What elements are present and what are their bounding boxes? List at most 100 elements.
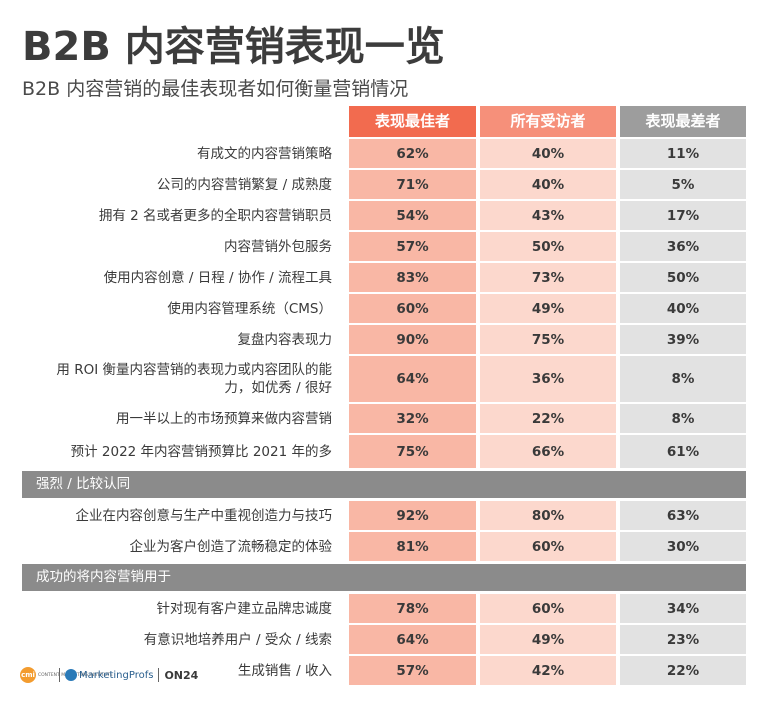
cell-value-worst: 23% [666, 631, 700, 648]
cell-value-all: 49% [531, 631, 565, 648]
row-separator [349, 230, 746, 232]
cell-value-best: 32% [396, 410, 429, 427]
marketingprofs-logo-text: MarketingProfs [79, 669, 154, 681]
cell-value-worst: 5% [671, 176, 695, 193]
row-label-text: 拥有 2 名或者更多的全职内容营销职员 [98, 207, 332, 224]
row-label: 针对现有客户建立品牌忠诚度 [30, 594, 333, 623]
column-header-all: 所有受访者 [480, 106, 616, 137]
cell-value-all: 49% [531, 300, 565, 317]
cell-value-best: 92% [396, 507, 429, 524]
column-background-best [349, 139, 476, 468]
cell-value-all: 73% [531, 269, 565, 286]
cell-value-worst: 36% [666, 238, 700, 255]
cell-value-best: 64% [396, 631, 429, 648]
column-header-best: 表现最佳者 [349, 106, 476, 137]
cell-value-best: 78% [396, 600, 429, 617]
cell-value-worst: 11% [666, 145, 700, 162]
row-separator [349, 623, 746, 625]
cell-value-best: 83% [396, 269, 429, 286]
column-background-all [480, 139, 616, 468]
row-label: 使用内容创意 / 日程 / 协作 / 流程工具 [30, 263, 332, 292]
cell-value-all: 40% [531, 145, 565, 162]
row-label: 使用内容管理系统（CMS） [30, 294, 332, 323]
cell-value-worst: 17% [666, 207, 700, 224]
column-background-all [480, 594, 616, 685]
row-label-text: 使用内容创意 / 日程 / 协作 / 流程工具 [103, 269, 332, 286]
cell-value-all: 60% [531, 600, 565, 617]
row-separator [349, 292, 746, 294]
cell-value-best: 57% [396, 238, 429, 255]
page-title: B2B 内容营销表现一览 [22, 24, 445, 70]
cell-value-best: 57% [396, 662, 429, 679]
row-separator [349, 168, 746, 170]
page-subtitle: B2B 内容营销的最佳表现者如何衡量营销情况 [22, 78, 409, 100]
cell-value-best: 60% [396, 300, 429, 317]
row-separator [349, 402, 746, 404]
cell-value-worst: 8% [671, 371, 695, 387]
row-label-text: 预计 2022 年内容营销预算比 2021 年的多 [70, 443, 332, 460]
row-separator [349, 261, 746, 263]
cell-value-best: 81% [396, 538, 429, 555]
cell-value-best: 90% [396, 331, 429, 348]
cell-value-best: 62% [396, 145, 429, 162]
row-separator [349, 433, 746, 435]
row-label-text: 内容营销外包服务 [224, 238, 332, 255]
cell-value-best: 75% [396, 443, 429, 460]
column-background-worst [620, 594, 746, 685]
cell-value-all: 40% [531, 176, 565, 193]
logo-divider [158, 668, 160, 682]
row-separator [349, 323, 746, 325]
section-heading: 强烈 / 比较认同 [22, 471, 746, 498]
logo-divider [59, 668, 60, 682]
column-background-worst [620, 139, 746, 468]
row-separator [349, 199, 746, 201]
row-label: 有意识地培养用户 / 受众 / 线索 [30, 625, 332, 654]
row-label: 预计 2022 年内容营销预算比 2021 年的多 [30, 435, 332, 468]
cell-value-best: 64% [396, 371, 429, 387]
row-separator [349, 654, 746, 656]
cell-value-all: 75% [531, 331, 565, 348]
row-label-text: 有成文的内容营销策略 [197, 145, 332, 162]
row-label: 内容营销外包服务 [30, 232, 332, 261]
cell-value-worst: 50% [666, 269, 700, 286]
footer-logos: cmi CONTENT MARKETING INSTITUTE Marketin… [20, 665, 198, 685]
cmi-logo-icon: cmi [20, 667, 36, 683]
column-header-worst: 表现最差者 [620, 106, 746, 137]
row-label-text: 企业为客户创造了流畅稳定的体验 [129, 538, 333, 555]
row-label: 企业为客户创造了流畅稳定的体验 [30, 532, 333, 561]
cell-value-worst: 8% [671, 410, 695, 427]
cell-value-worst: 61% [666, 443, 700, 460]
cell-value-worst: 22% [666, 662, 700, 679]
row-label: 公司的内容营销繁复 / 成熟度 [30, 170, 332, 199]
row-label-text: 针对现有客户建立品牌忠诚度 [156, 600, 333, 617]
row-label: 企业在内容创意与生产中重视创造力与技巧 [30, 501, 333, 530]
cell-value-worst: 63% [666, 507, 700, 524]
cell-value-worst: 30% [666, 538, 700, 555]
row-label: 用一半以上的市场预算来做内容营销 [30, 404, 332, 433]
row-label: 有成文的内容营销策略 [30, 139, 332, 168]
cell-value-worst: 34% [666, 600, 700, 617]
row-label: 拥有 2 名或者更多的全职内容营销职员 [30, 201, 332, 230]
row-label: 生成销售 / 收入 [30, 656, 332, 685]
cell-value-all: 66% [531, 443, 565, 460]
cell-value-all: 22% [531, 410, 565, 427]
row-separator [349, 354, 746, 356]
on24-logo-text: ON24 [164, 668, 199, 682]
cell-value-best: 54% [396, 207, 429, 224]
cell-value-all: 43% [531, 207, 565, 224]
cell-value-best: 71% [396, 176, 429, 193]
cell-value-worst: 40% [666, 300, 700, 317]
cmi-logo-text: CONTENT MARKETING INSTITUTE [38, 672, 113, 678]
cell-value-all: 50% [531, 238, 565, 255]
column-background-best [349, 594, 476, 685]
marketingprofs-logo-icon [65, 669, 77, 681]
row-label-text: 生成销售 / 收入 [237, 662, 332, 679]
row-label: 复盘内容表现力 [30, 325, 333, 354]
row-label-text: 使用内容管理系统（CMS） [167, 300, 332, 317]
cell-value-all: 42% [531, 662, 565, 679]
row-label-text: 企业在内容创意与生产中重视创造力与技巧 [75, 507, 333, 524]
cell-value-all: 60% [531, 538, 565, 555]
row-label-text: 有意识地培养用户 / 受众 / 线索 [143, 631, 332, 648]
row-label-text: 用 ROI 衡量内容营销的表现力或内容团队的能力，如优秀 / 很好 [56, 362, 332, 396]
row-label-text: 公司的内容营销繁复 / 成熟度 [156, 176, 332, 193]
